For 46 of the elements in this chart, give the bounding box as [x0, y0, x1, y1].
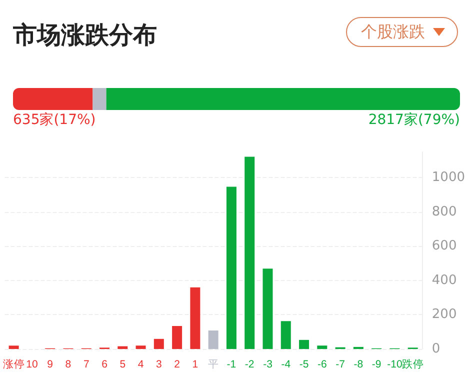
x-tick-label: -2 [244, 358, 254, 370]
x-tick-label: 7 [83, 358, 90, 370]
bar [280, 321, 291, 349]
y-tick-label: 400 [432, 272, 457, 288]
x-tick-label: -6 [317, 358, 327, 370]
x-tick-label: -7 [336, 358, 346, 370]
y-tick-label: 0 [432, 342, 440, 356]
y-tick-label: 1000 [432, 170, 466, 186]
bar [262, 268, 273, 349]
x-tick-label: -9 [372, 358, 382, 370]
x-tick-label: 跌停 [402, 358, 424, 370]
x-tick-label: 3 [156, 358, 162, 370]
bar [136, 346, 146, 349]
bar [244, 156, 255, 349]
x-tick-label: 6 [102, 358, 108, 370]
x-tick-label: -10 [387, 358, 402, 370]
bar [299, 340, 310, 349]
data-label: 2817家(79%) [368, 112, 460, 128]
x-tick-label: 8 [65, 358, 72, 370]
text: 个股涨跌 [361, 22, 425, 42]
x-tick-label: 平 [208, 358, 219, 370]
bar [208, 330, 218, 349]
data-label: 635家(17%) [13, 112, 96, 128]
x-tick-label: -8 [354, 358, 364, 370]
bar [118, 346, 128, 349]
x-tick-label: 1 [192, 358, 198, 370]
bar [154, 338, 164, 349]
x-tick-label: 4 [138, 358, 144, 370]
x-tick-label: 涨停 [2, 358, 25, 370]
bar [317, 346, 328, 349]
x-tick-label: -4 [281, 358, 291, 370]
y-tick-label: 800 [432, 204, 457, 220]
y-tick-label: 200 [432, 307, 457, 322]
x-tick-label: -3 [263, 358, 273, 370]
bar [172, 326, 182, 349]
x-tick-label: -5 [299, 358, 309, 370]
x-tick-label: 10 [26, 358, 38, 370]
bar [190, 287, 200, 349]
x-tick-label: 2 [174, 358, 180, 370]
x-tick-label: -1 [226, 358, 236, 370]
y-tick-label: 600 [432, 238, 457, 254]
bar [8, 346, 19, 349]
x-tick-label: 5 [120, 358, 126, 370]
chart-title: 市场涨跌分布 [12, 21, 157, 49]
x-tick-label: 9 [47, 358, 54, 370]
bar [226, 186, 236, 349]
